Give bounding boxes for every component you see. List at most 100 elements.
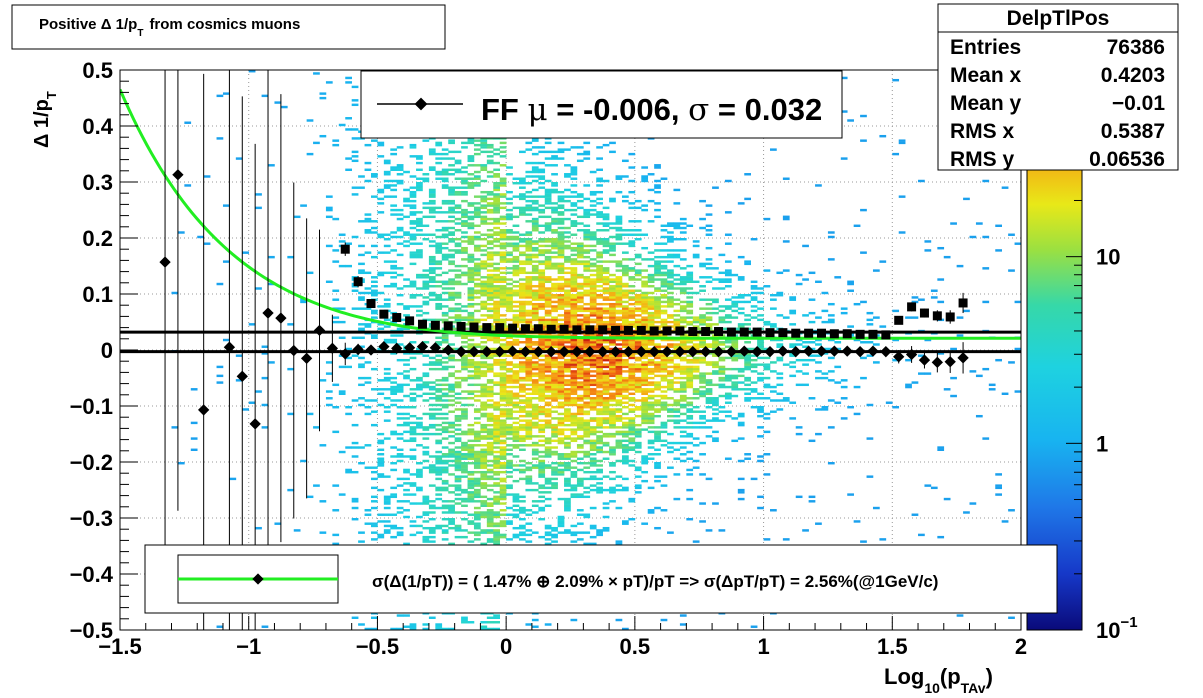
heatmap-cell (621, 522, 629, 525)
heatmap-cell (544, 401, 552, 404)
heatmap-cell (679, 394, 687, 398)
heatmap-cell (628, 367, 636, 371)
heatmap-cell (351, 500, 359, 503)
heatmap-cell (634, 271, 642, 275)
heatmap-cell (461, 464, 468, 467)
heatmap-cell (377, 273, 385, 277)
heatmap-cell (654, 388, 661, 391)
heatmap-cell (512, 410, 520, 413)
heatmap-cell (461, 518, 468, 521)
heatmap-cell (370, 285, 378, 288)
title-box: Positive Δ 1/pTfrom cosmics muons (11, 4, 446, 50)
heatmap-cell (512, 509, 520, 512)
heatmap-cell (403, 188, 410, 192)
heatmap-cell (602, 276, 610, 279)
heatmap-cell (493, 318, 501, 322)
heatmap-cell (615, 289, 623, 292)
heatmap-cell (493, 336, 501, 339)
heatmap-cell (544, 419, 552, 422)
heatmap-cell (557, 141, 565, 145)
heatmap-cell (544, 289, 552, 292)
heatmap-cell (338, 233, 346, 236)
heatmap-cell (493, 616, 501, 619)
heatmap-cell (519, 294, 526, 297)
heatmap-cell (480, 495, 488, 499)
heatmap-cell (634, 298, 642, 301)
heatmap-cell (403, 455, 410, 458)
heatmap-cell (557, 300, 565, 304)
heatmap-cell (467, 155, 475, 158)
heatmap-cell (222, 92, 230, 95)
heatmap-cell (486, 448, 494, 451)
heatmap-cell (686, 414, 694, 418)
heatmap-cell (390, 462, 398, 465)
heatmap-cell (332, 509, 340, 512)
heatmap-cell (589, 470, 597, 474)
heatmap-cell (564, 300, 571, 304)
heatmap-cell (499, 318, 507, 322)
heatmap-cell (422, 300, 430, 304)
heatmap-cell (628, 446, 636, 449)
heatmap-cell (609, 311, 616, 315)
heatmap-cell (467, 486, 475, 490)
heatmap-cell (602, 450, 610, 454)
heatmap-cell (641, 428, 649, 431)
heatmap-cell (589, 343, 597, 346)
heatmap-cell (499, 520, 507, 523)
heatmap-cell (493, 195, 501, 198)
heatmap-cell (512, 526, 520, 530)
heatmap-cell (647, 188, 655, 192)
heatmap-cell (512, 195, 520, 198)
heatmap-cell (660, 294, 668, 297)
heatmap-cell (506, 513, 513, 516)
heatmap-cell (493, 314, 501, 317)
heatmap-cell (441, 506, 449, 510)
heatmap-cell (461, 215, 468, 219)
heatmap-cell (602, 229, 610, 232)
heatmap-cell (660, 361, 668, 364)
heatmap-cell (544, 300, 552, 304)
heatmap-cell (435, 459, 443, 463)
heatmap-cell (467, 520, 475, 523)
heatmap-cell (641, 323, 649, 326)
heatmap-cell (557, 150, 565, 154)
heatmap-cell (416, 249, 423, 252)
heatmap-cell (602, 358, 610, 362)
heatmap-cell (416, 184, 423, 187)
heatmap-cell (660, 320, 668, 324)
heatmap-cell (602, 372, 610, 375)
heatmap-cell (506, 379, 513, 382)
heatmap-cell (570, 258, 578, 261)
heatmap-cell (416, 502, 423, 505)
heatmap-cell (596, 255, 603, 259)
heatmap-cell (480, 276, 488, 279)
heatmap-cell (647, 383, 655, 387)
heatmap-cell (564, 437, 571, 440)
heatmap-cell (519, 197, 526, 201)
heatmap-cell (403, 170, 410, 174)
heatmap-cell (589, 354, 597, 357)
heatmap-cell (570, 432, 578, 436)
heatmap-cell (551, 466, 558, 469)
heatmap-cell (461, 363, 468, 366)
heatmap-cell (621, 358, 629, 362)
heatmap-cell (519, 282, 526, 286)
heatmap-cell (576, 363, 584, 366)
heatmap-cell (538, 341, 546, 344)
heatmap-cell (544, 345, 552, 348)
heatmap-cell (480, 406, 488, 409)
heatmap-cell (557, 379, 565, 382)
heatmap-cell (531, 202, 539, 205)
heatmap-cell (506, 197, 513, 201)
heatmap-cell (634, 450, 642, 454)
heatmap-cell (531, 226, 539, 230)
heatmap-cell (673, 408, 681, 411)
heatmap-cell (538, 358, 546, 362)
heatmap-cell (576, 437, 584, 440)
heatmap-cell (557, 515, 565, 519)
heatmap-cell (422, 311, 430, 315)
heatmap-cell (699, 341, 706, 344)
heatmap-cell (358, 365, 365, 369)
heatmap-cell (351, 128, 359, 131)
heatmap-cell (551, 477, 558, 481)
